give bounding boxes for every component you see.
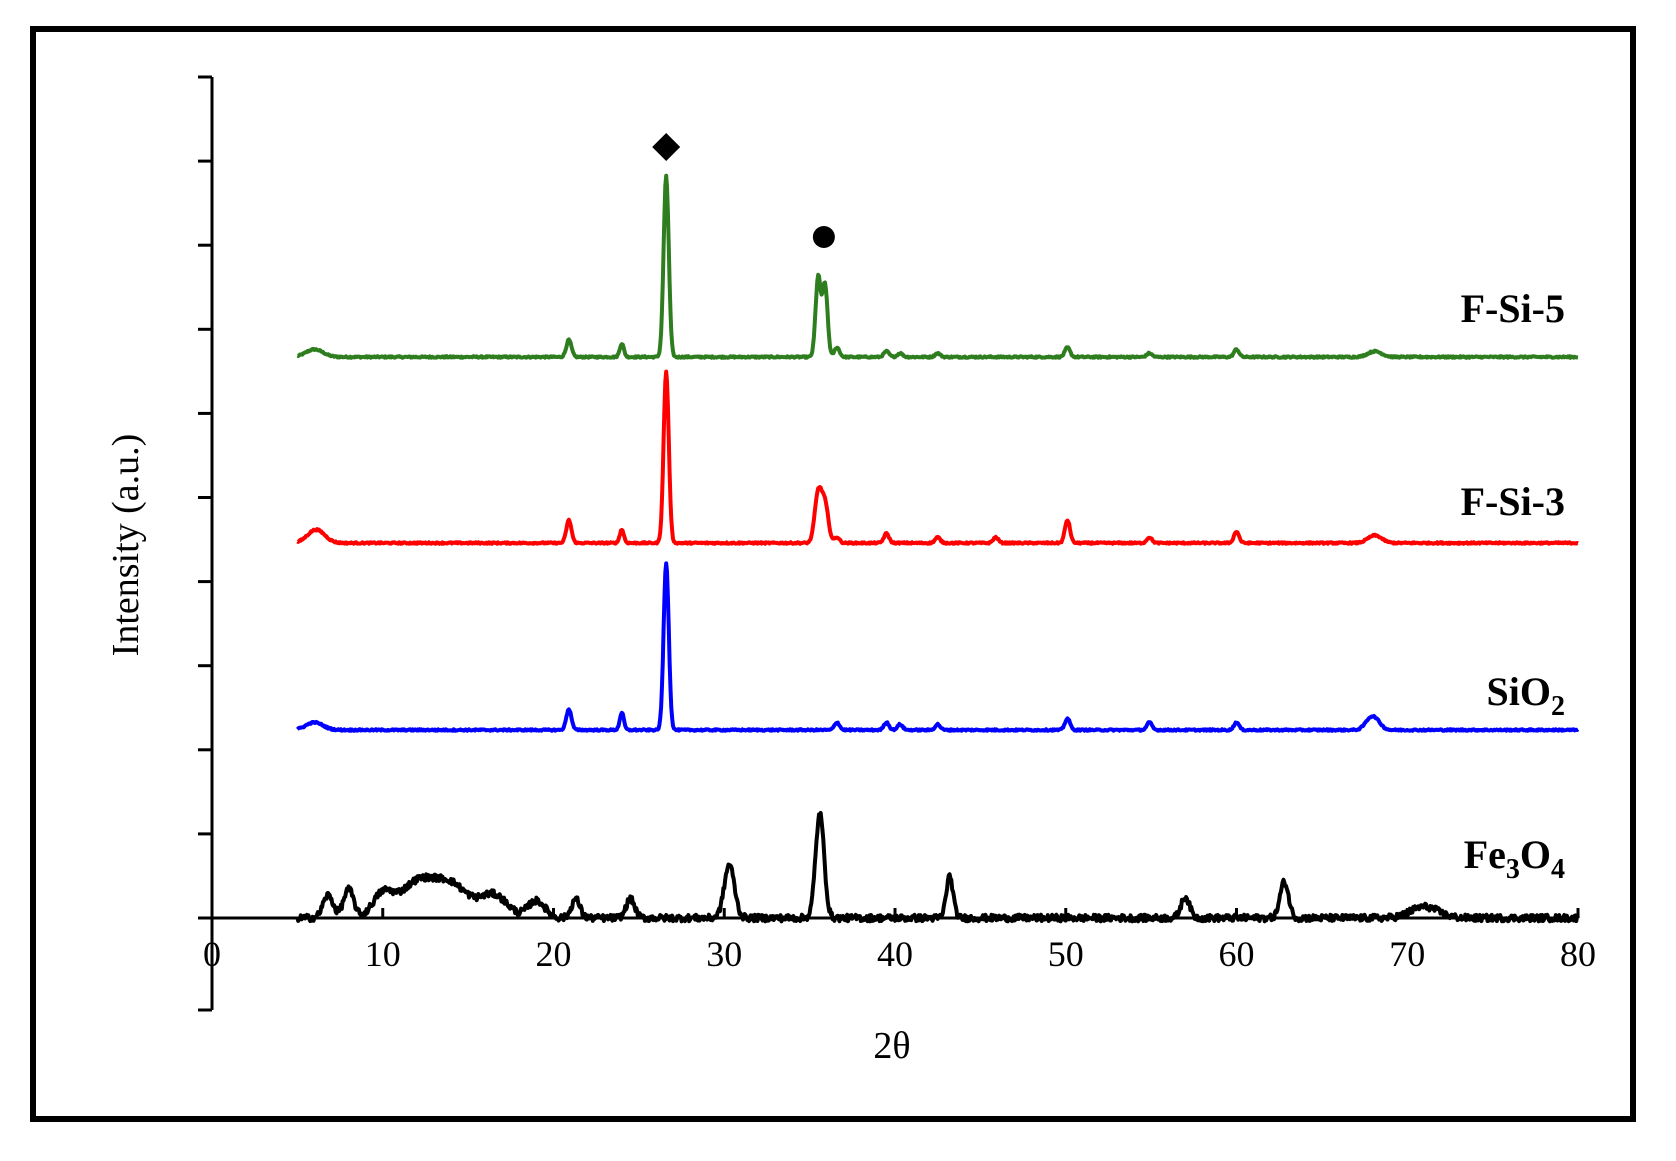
series-line-f-si-5: [296, 173, 1580, 360]
series-line-fe3o4: [295, 810, 1580, 924]
circle-marker: [812, 226, 835, 248]
series-line-sio2: [295, 561, 1580, 733]
series-label-f-si-3: F-Si-3: [1461, 479, 1565, 524]
series-label-fe3o4: Fe3O4: [1464, 832, 1565, 885]
series-label-f-si-5: F-Si-5: [1461, 286, 1565, 331]
x-tick-label: 0: [203, 934, 221, 974]
x-tick-label: 30: [706, 934, 742, 974]
x-tick-label: 20: [536, 934, 572, 974]
series-group: [295, 173, 1580, 924]
x-tick-label: 50: [1048, 934, 1084, 974]
x-tick-label: 10: [365, 934, 401, 974]
series-label-sio2: SiO2: [1487, 669, 1565, 722]
y-axis-title: Intensity (a.u.): [105, 434, 147, 657]
series-line-f-si-3: [296, 369, 1580, 546]
x-axis-title: 2θ: [873, 1025, 910, 1067]
x-tick-label: 80: [1560, 934, 1596, 974]
diamond-marker: [652, 133, 681, 161]
marker-group: [652, 133, 835, 248]
figure-frame: [30, 26, 1636, 1122]
x-tick-label: 60: [1219, 934, 1255, 974]
x-tick-label: 70: [1389, 934, 1425, 974]
x-tick-label: 40: [877, 934, 913, 974]
